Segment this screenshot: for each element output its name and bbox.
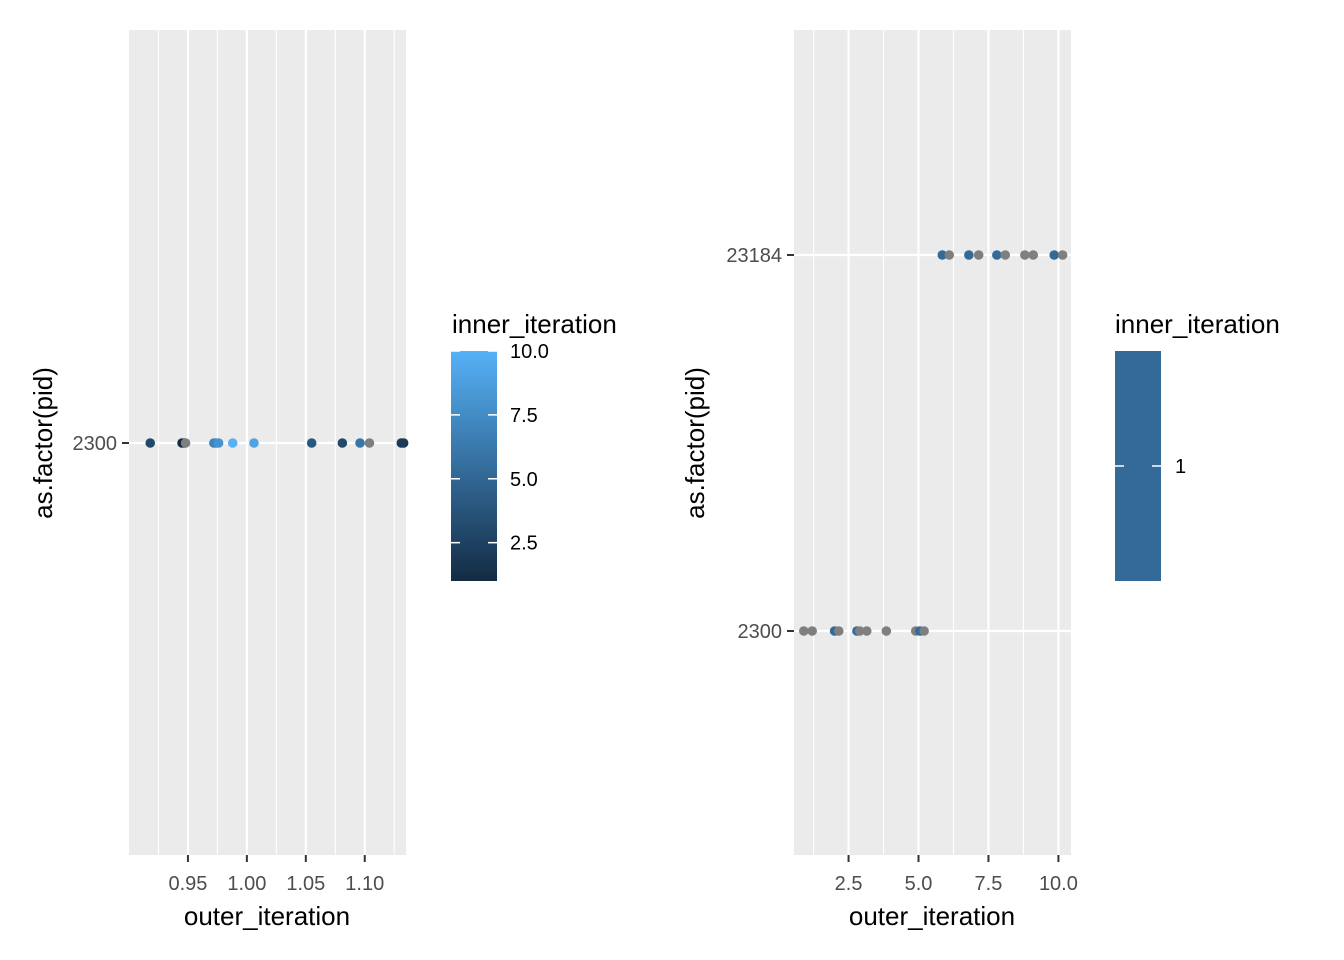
legend-label: 5.0	[510, 469, 538, 491]
data-point	[992, 250, 1002, 260]
data-point	[1057, 250, 1068, 260]
right-legend: inner_iteration 1	[1115, 309, 1280, 581]
left-legend: inner_iteration 2.5 5.0 7.5 10.0	[451, 309, 617, 581]
data-point	[964, 250, 974, 260]
x-tick-label: 10.0	[1039, 873, 1078, 895]
data-point	[306, 438, 317, 448]
x-tick-label: 1.10	[345, 873, 384, 895]
data-point	[919, 626, 929, 636]
data-point	[1000, 250, 1011, 260]
right-points	[798, 250, 1068, 636]
data-point	[180, 438, 191, 448]
x-tick-label: 2.5	[835, 873, 863, 895]
left-points	[145, 438, 409, 448]
left-legend-title: inner_iteration	[452, 309, 617, 339]
legend-label: 10.0	[510, 341, 549, 363]
y-tick-label: 2300	[738, 621, 783, 643]
right-gridlines	[794, 30, 1071, 855]
data-point	[213, 438, 224, 448]
data-point	[364, 438, 375, 448]
left-plot: 0.95 1.00 1.05 1.10 2300 outer_iteration as.…	[28, 30, 617, 931]
data-point	[881, 626, 892, 636]
data-point	[249, 438, 259, 448]
data-point	[937, 250, 948, 260]
data-point	[807, 626, 817, 636]
left-legend-colorbar	[451, 351, 497, 581]
right-legend-title: inner_iteration	[1115, 309, 1280, 339]
x-tick-label: 0.95	[168, 873, 207, 895]
data-point	[854, 626, 865, 636]
left-x-axis-title: outer_iteration	[184, 901, 350, 931]
x-tick-label: 1.00	[227, 873, 266, 895]
data-point	[398, 438, 409, 448]
right-y-axis-title: as.factor(pid)	[680, 367, 710, 519]
data-point	[944, 250, 955, 260]
legend-label: 2.5	[510, 533, 538, 555]
right-x-axis-title: outer_iteration	[849, 901, 1015, 931]
data-point	[1049, 250, 1060, 260]
legend-label: 1	[1175, 456, 1186, 478]
left-axes: 0.95 1.00 1.05 1.10 2300	[73, 433, 385, 895]
legend-label: 7.5	[510, 405, 538, 427]
left-y-axis-title: as.factor(pid)	[28, 367, 58, 519]
data-point	[355, 438, 365, 448]
y-tick-label: 2300	[73, 433, 118, 455]
right-legend-ticks: 1	[1115, 456, 1186, 478]
data-point	[1020, 250, 1030, 260]
left-legend-ticks: 2.5 5.0 7.5 10.0	[451, 341, 549, 555]
right-axes: 2.5 5.0 7.5 10.0 2300 23184	[726, 245, 1078, 895]
data-point	[337, 438, 348, 448]
data-point	[973, 250, 984, 260]
right-plot: 2.5 5.0 7.5 10.0 2300 23184 outer_iteration a…	[680, 30, 1280, 931]
x-tick-label: 5.0	[905, 873, 933, 895]
right-panel-background	[794, 30, 1071, 855]
y-tick-label: 23184	[726, 245, 782, 267]
data-point	[227, 438, 238, 448]
data-point	[145, 438, 156, 448]
data-point	[798, 626, 809, 636]
x-tick-label: 7.5	[975, 873, 1003, 895]
data-point	[833, 626, 844, 636]
data-point	[861, 626, 872, 636]
data-point	[1028, 250, 1039, 260]
x-tick-label: 1.05	[286, 873, 325, 895]
